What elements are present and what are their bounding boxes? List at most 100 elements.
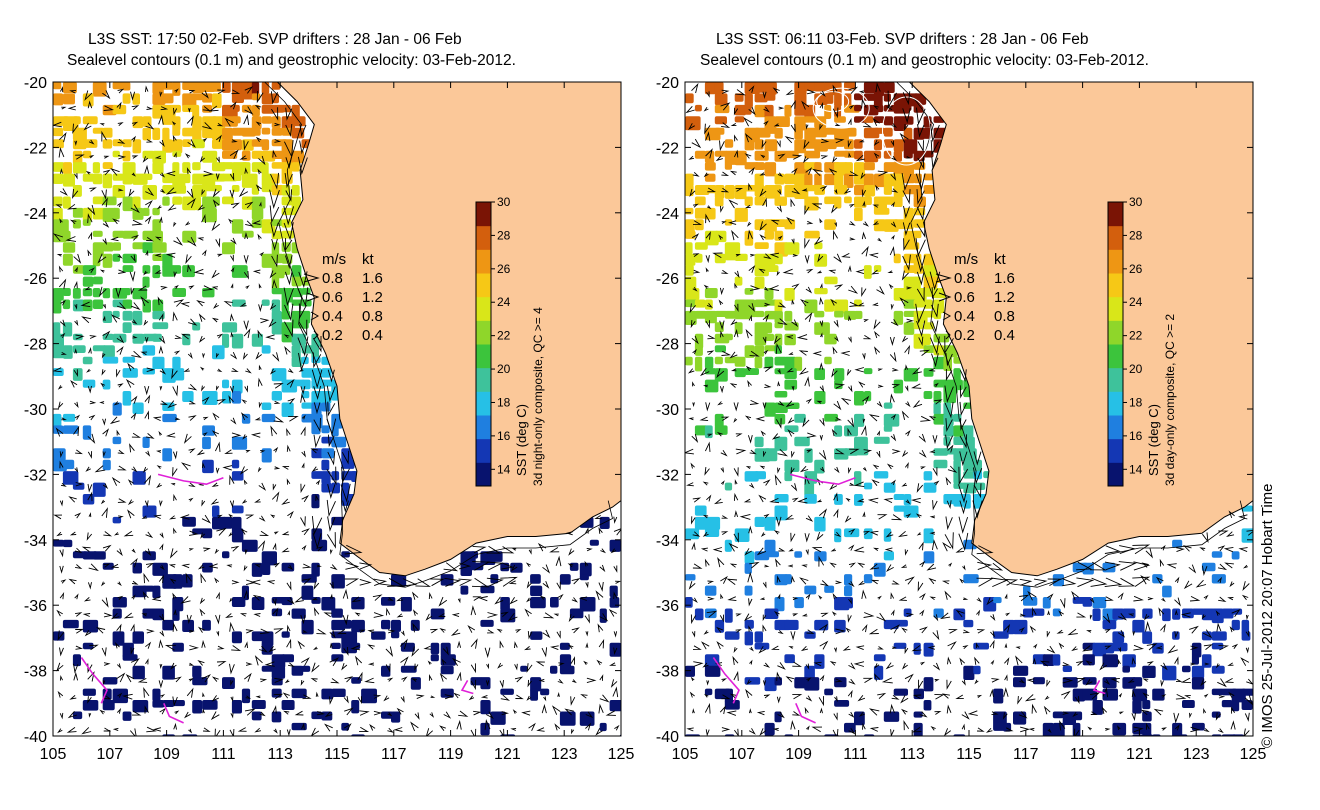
velocity-arrow (186, 614, 192, 625)
velocity-arrow (324, 711, 333, 718)
velocity-arrow (342, 500, 349, 513)
sst-patch (744, 196, 753, 206)
velocity-arrow (111, 476, 121, 486)
velocity-arrow (268, 646, 276, 653)
sst-patch (72, 116, 81, 125)
velocity-arrow (145, 562, 154, 568)
velocity-arrow (160, 106, 169, 111)
colorbar-swatch (1108, 296, 1123, 321)
drifter-tracks (712, 473, 1106, 724)
sst-patch (844, 425, 858, 437)
sst-patch (1142, 665, 1156, 678)
velocity-arrow (230, 283, 234, 289)
velocity-arrow (98, 286, 107, 297)
velocity-arrow (744, 415, 752, 421)
sst-patch (559, 642, 570, 650)
sst-patch (192, 162, 201, 171)
sst-patch (172, 368, 185, 381)
velocity-arrow (102, 238, 108, 246)
velocity-arrow (299, 124, 307, 138)
velocity-arrow (1142, 692, 1149, 699)
sst-patch (1191, 677, 1205, 690)
sst-patch (953, 368, 961, 383)
velocity-arrow (860, 172, 866, 180)
velocity-arrow (905, 385, 909, 392)
sst-patch (854, 436, 868, 451)
velocity-arrow (312, 352, 322, 369)
y-tick-label: -36 (656, 598, 679, 615)
velocity-arrow (735, 613, 742, 617)
velocity-arrow (691, 335, 699, 345)
sst-patch (82, 700, 99, 711)
velocity-arrow (285, 189, 293, 202)
velocity-arrow (1076, 677, 1086, 683)
velocity-arrow (281, 498, 290, 505)
sst-patch (192, 104, 200, 119)
velocity-arrow (458, 710, 469, 717)
velocity-arrow (912, 694, 922, 699)
velocity-arrow (250, 432, 261, 438)
velocity-arrow (88, 139, 95, 145)
sst-patch (331, 436, 347, 448)
velocity-arrow (1018, 711, 1028, 719)
sst-patch (212, 505, 220, 518)
sst-patch (271, 711, 282, 723)
velocity-arrow (1153, 708, 1164, 716)
sst-patch (172, 127, 181, 136)
velocity-arrow (835, 138, 845, 144)
velocity-arrow (920, 661, 926, 666)
velocity-arrow (151, 596, 162, 602)
sst-patch (704, 288, 718, 299)
sst-patch (943, 345, 958, 358)
sst-patch (804, 116, 816, 123)
sst-patch (923, 471, 933, 481)
sst-patch (744, 562, 752, 574)
sst-patch (112, 402, 122, 416)
velocity-arrow (311, 597, 318, 601)
velocity-arrow (1071, 590, 1079, 601)
velocity-arrow (705, 148, 713, 159)
velocity-arrow (152, 416, 162, 422)
sst-patch (734, 276, 743, 286)
velocity-arrow (439, 725, 446, 731)
colorbar-sublabel: 3d day-only composite, QC >= 2 (1163, 314, 1177, 486)
velocity-arrow (834, 449, 845, 455)
colorbar-tick-label: 20 (497, 362, 511, 376)
velocity-arrow (340, 483, 351, 503)
velocity-arrow (167, 204, 177, 211)
velocity-arrow (283, 140, 294, 159)
velocity-arrow (237, 727, 247, 732)
sst-patch (132, 402, 144, 414)
sst-patch (764, 253, 776, 267)
velocity-arrow (904, 344, 911, 355)
velocity-arrow (102, 303, 107, 310)
sst-patch (923, 322, 934, 330)
velocity-arrow (553, 613, 559, 617)
velocity-arrow (585, 631, 589, 637)
velocity-arrow (564, 708, 574, 716)
velocity-arrow (918, 336, 924, 347)
velocity-arrow (142, 156, 149, 163)
velocity-arrow (401, 578, 418, 587)
velocity-arrow (59, 319, 66, 327)
sst-patch (893, 494, 906, 500)
velocity-arrow (284, 173, 293, 189)
velocity-arrow (718, 299, 724, 306)
velocity-arrow (316, 546, 324, 552)
velocity-arrow (214, 577, 219, 584)
velocity-arrow (526, 663, 533, 673)
velocity-arrow (499, 680, 504, 689)
sst-patch (222, 516, 233, 529)
velocity-arrow (1090, 711, 1098, 715)
velocity-arrow (1004, 642, 1008, 648)
velocity-arrow (159, 565, 165, 571)
velocity-arrow (170, 482, 176, 486)
velocity-arrow (891, 694, 900, 700)
velocity-arrow (758, 494, 767, 503)
sst-patch (1102, 619, 1117, 630)
sst-patch (794, 116, 806, 131)
velocity-arrow (330, 678, 340, 684)
sst-patch (804, 150, 821, 159)
velocity-arrow (785, 676, 795, 683)
velocity-arrow (733, 107, 739, 116)
